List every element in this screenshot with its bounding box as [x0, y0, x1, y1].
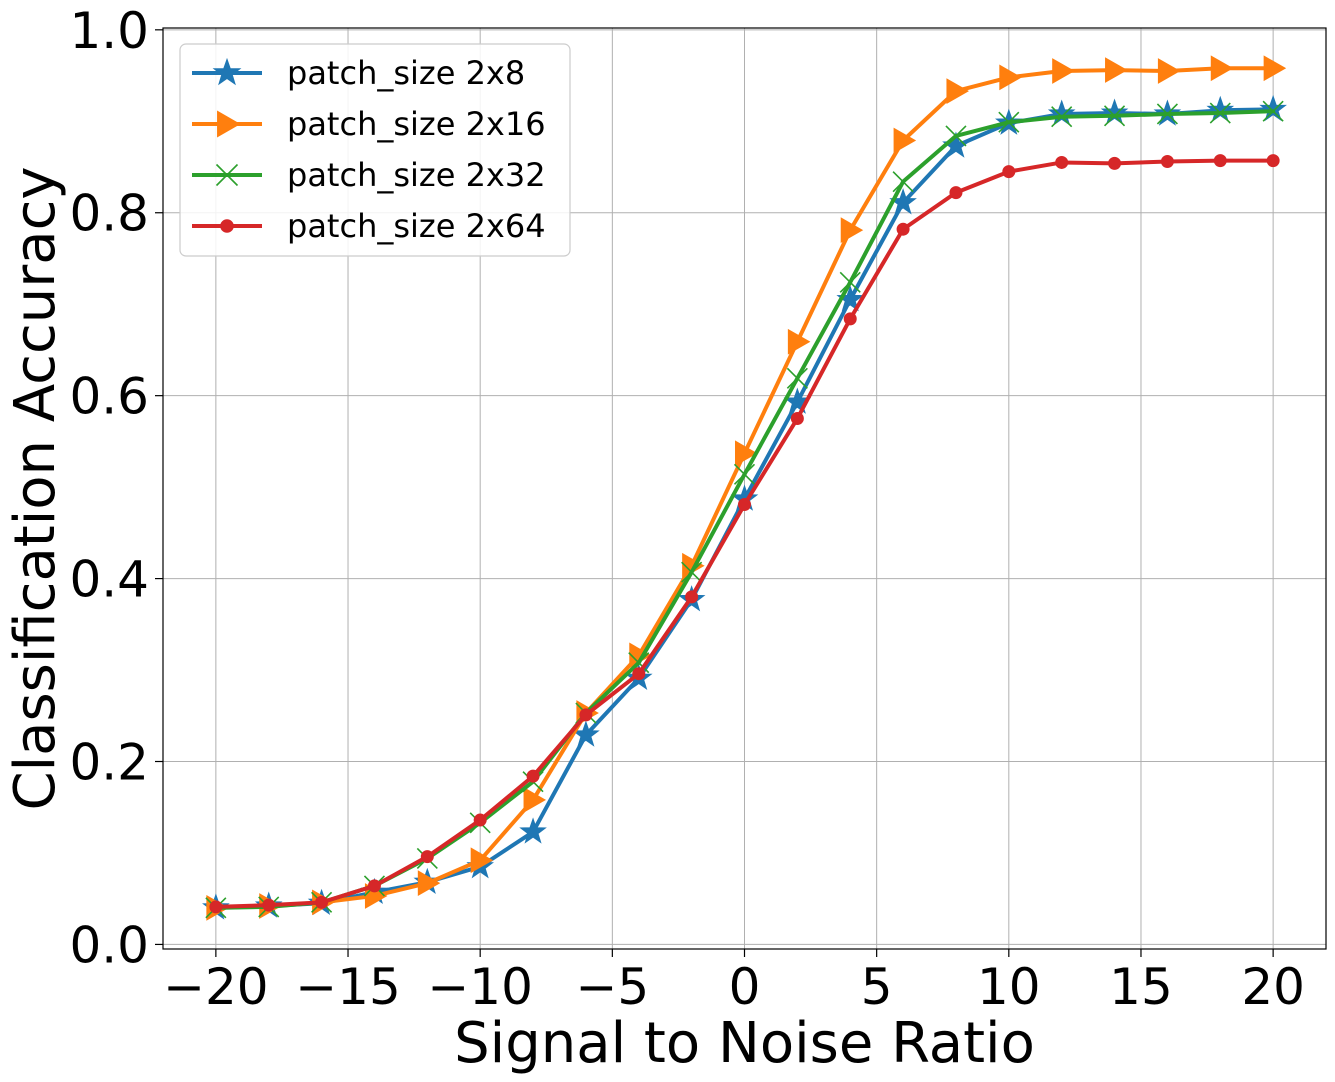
y-tick-label: 0.2 [69, 734, 149, 792]
triangle-marker [893, 127, 917, 154]
x-marker [786, 367, 808, 389]
series-4 [209, 154, 1280, 914]
circle-marker [843, 312, 857, 326]
x-marker [733, 463, 756, 485]
x-tick-label: 20 [1241, 958, 1305, 1016]
triangle-marker [840, 217, 864, 243]
circle-marker [738, 498, 751, 512]
y-tick-label: 1.0 [69, 2, 149, 60]
triangle-marker [999, 64, 1022, 91]
y-tick-label: 0.8 [69, 185, 149, 243]
circle-marker [896, 222, 910, 236]
legend-item: patch_size 2x8 [192, 54, 525, 92]
circle-marker [1002, 165, 1016, 179]
circle-marker [632, 667, 646, 681]
x-tick-label: 0 [729, 958, 761, 1016]
series-layer [202, 55, 1287, 921]
legend-label: patch_size 2x64 [287, 207, 546, 245]
x-marker [1103, 105, 1126, 127]
circle-marker [949, 186, 963, 200]
star-marker [519, 817, 547, 844]
x-marker [1156, 103, 1178, 125]
circle-marker [685, 590, 699, 604]
legend-item: patch_size 2x16 [192, 105, 546, 143]
triangle-marker [1052, 58, 1075, 84]
x-marker [628, 652, 650, 674]
circle-marker [579, 708, 593, 722]
triangle-marker [1263, 55, 1287, 82]
x-tick-label: 5 [861, 958, 893, 1016]
star-marker [212, 57, 242, 86]
x-tick-label: 15 [1109, 958, 1173, 1016]
circle-marker [1213, 154, 1227, 168]
y-tick-label: 0.0 [69, 916, 149, 974]
triangle-marker [217, 110, 241, 138]
circle-marker [367, 879, 381, 893]
star-marker [1100, 98, 1129, 125]
circle-marker [790, 412, 804, 426]
triangle-marker [1105, 57, 1128, 83]
circle-marker [473, 813, 487, 827]
y-tick-label: 0.6 [69, 368, 149, 426]
triangle-marker [417, 870, 441, 897]
triangle-marker [735, 440, 758, 467]
circle-marker [1108, 156, 1122, 170]
triangle-marker [523, 787, 547, 813]
circle-marker [315, 895, 329, 909]
x-tick-label: −15 [295, 958, 401, 1016]
circle-marker [1266, 154, 1280, 168]
star-marker [1206, 95, 1235, 123]
x-tick-label: −10 [427, 958, 533, 1016]
legend-label: patch_size 2x32 [287, 156, 546, 194]
circle-marker [526, 769, 540, 783]
legend-label: patch_size 2x8 [287, 54, 525, 92]
triangle-marker [470, 847, 494, 874]
x-tick-label: −20 [163, 958, 269, 1016]
y-axis: 0.0 0.2 0.4 0.6 0.8 1.0 [69, 2, 163, 974]
x-marker [215, 163, 239, 187]
legend-label: patch_size 2x16 [287, 105, 546, 143]
triangle-marker [1157, 58, 1181, 84]
star-marker [1047, 99, 1076, 126]
x-axis-title: Signal to Noise Ratio [454, 1011, 1035, 1076]
x-marker [998, 111, 1020, 133]
circle-marker [220, 219, 234, 233]
circle-marker [1160, 155, 1174, 169]
star-marker [1259, 94, 1287, 122]
x-marker [681, 561, 703, 583]
x-marker [1262, 100, 1284, 122]
triangle-marker [946, 78, 969, 104]
y-axis-title: Classification Accuracy [3, 167, 68, 811]
legend-box [179, 43, 571, 257]
legend-item: patch_size 2x64 [192, 207, 546, 245]
y-tick-label: 0.4 [69, 551, 149, 609]
circle-marker [209, 900, 223, 914]
circle-marker [1055, 155, 1069, 169]
legend-item: patch_size 2x32 [192, 156, 546, 194]
circle-marker [420, 850, 434, 864]
x-tick-label: 10 [977, 958, 1041, 1016]
legend: patch_size 2x8 patch_size 2x16 patch_size … [179, 43, 571, 257]
x-marker [839, 271, 861, 293]
x-marker [1209, 102, 1231, 124]
x-axis: −20 −15 −10 −5 0 5 10 15 20 [163, 949, 1305, 1016]
triangle-marker [1210, 55, 1234, 82]
x-marker [945, 125, 967, 147]
x-marker [1051, 106, 1073, 128]
x-tick-label: −5 [575, 958, 649, 1016]
circle-marker [262, 898, 276, 912]
x-marker [892, 171, 914, 193]
triangle-marker [787, 328, 811, 355]
